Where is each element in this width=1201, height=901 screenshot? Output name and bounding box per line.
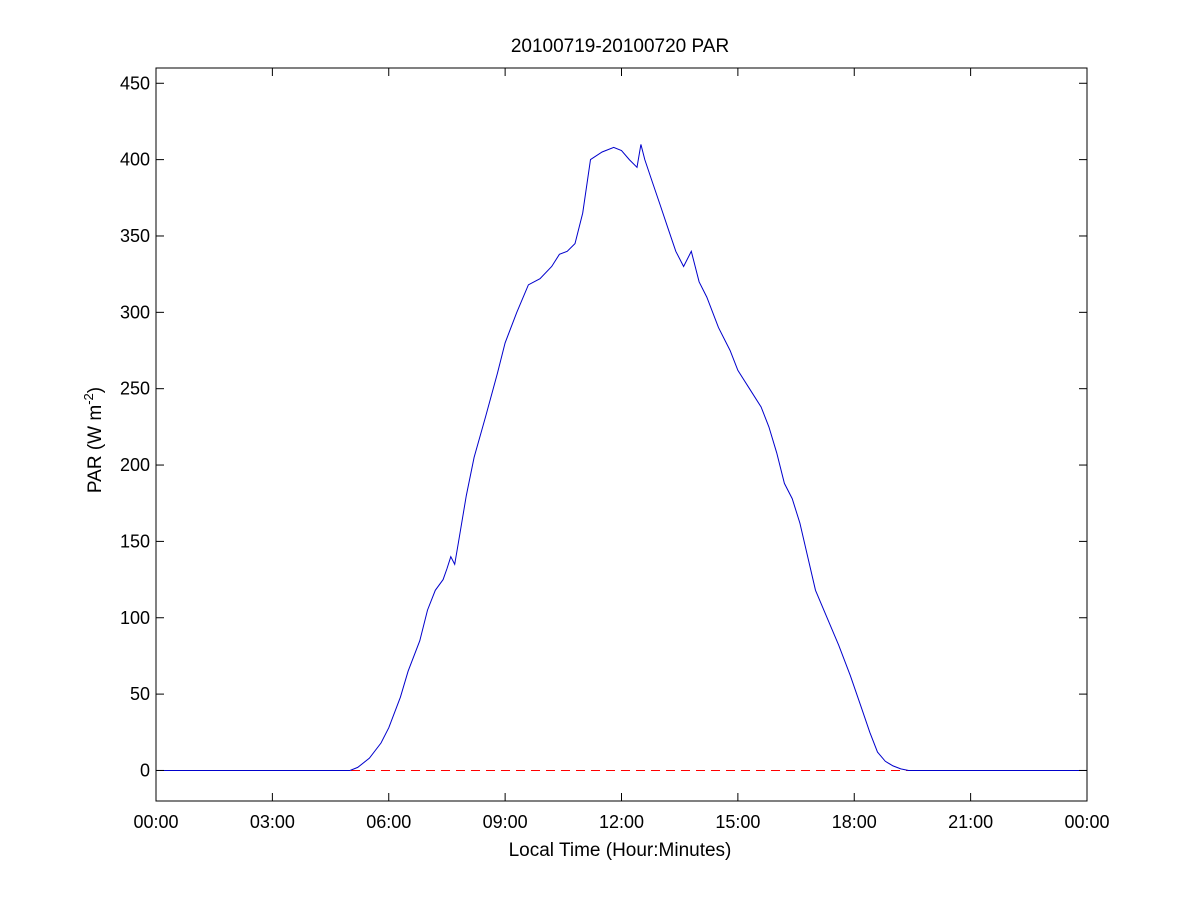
- y-tick-label: 100: [120, 608, 150, 628]
- y-axis-label-end: ): [85, 387, 106, 393]
- x-tick-label: 18:00: [832, 812, 877, 832]
- x-axis-label: Local Time (Hour:Minutes): [509, 840, 732, 861]
- x-axis: 00:00 03:00 06:00 09:00 12:00 15:00 18:00 21:00…: [133, 68, 1110, 832]
- y-tick-label: 300: [120, 302, 150, 322]
- x-tick-label: 06:00: [366, 812, 411, 832]
- series-layer: [156, 144, 1087, 771]
- y-axis-label-sup: -2: [81, 393, 96, 405]
- plot-border: [155, 67, 1088, 802]
- chart-title: 20100719-20100720 PAR: [511, 36, 729, 57]
- x-tick-label: 03:00: [250, 812, 295, 832]
- y-tick-label: 400: [120, 150, 150, 170]
- y-tick-label: 50: [130, 684, 150, 704]
- y-tick-label: 150: [120, 531, 150, 551]
- x-tick-label: 15:00: [715, 812, 760, 832]
- x-tick-label: 21:00: [948, 812, 993, 832]
- plot-frame: [155, 67, 1088, 802]
- x-tick-label: 12:00: [599, 812, 644, 832]
- y-axis-label: PAR (W m-2): [81, 387, 106, 493]
- y-axis-label-base: PAR (W m: [85, 405, 106, 493]
- y-tick-label: 250: [120, 379, 150, 399]
- y-tick-label: 350: [120, 226, 150, 246]
- par-series-line-0: [156, 144, 1087, 771]
- y-tick-label: 450: [120, 73, 150, 93]
- x-tick-label: 09:00: [483, 812, 528, 832]
- y-tick-label: 0: [140, 760, 150, 780]
- y-axis: 0 50 100 150 200 250 300 350 400 450: [120, 73, 1087, 780]
- x-tick-label: 00:00: [133, 812, 178, 832]
- y-tick-label: 200: [120, 455, 150, 475]
- x-tick-label: 00:00: [1064, 812, 1109, 832]
